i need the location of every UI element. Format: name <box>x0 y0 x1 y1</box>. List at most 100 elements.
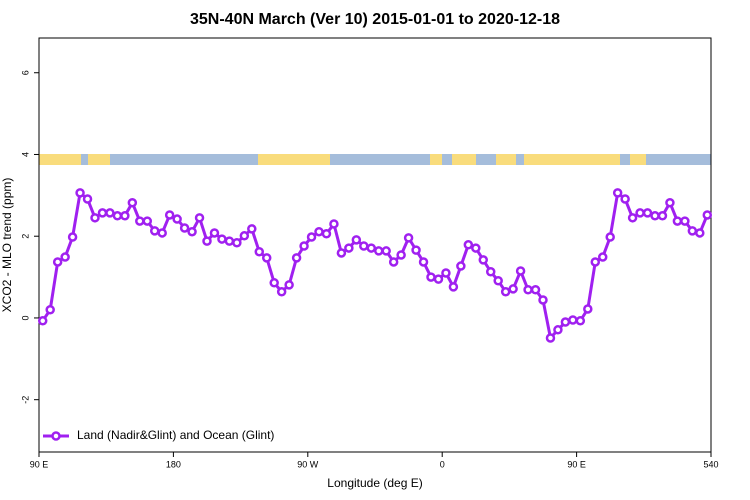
data-point <box>530 285 541 295</box>
data-point <box>545 333 556 343</box>
y-tick-label: 2 <box>20 234 30 239</box>
y-tick-label: -2 <box>20 396 30 404</box>
data-point <box>291 253 302 263</box>
data-point <box>149 226 160 236</box>
data-point <box>75 188 85 198</box>
data-point <box>82 194 93 204</box>
data-point <box>276 287 287 297</box>
data-point <box>381 246 391 256</box>
data-point <box>284 280 294 290</box>
data-point <box>583 304 593 314</box>
data-point <box>612 188 623 198</box>
data-point <box>187 226 197 237</box>
data-point <box>37 316 48 326</box>
data-point <box>627 213 638 223</box>
x-tick-label: 0 <box>440 459 445 469</box>
data-point <box>179 223 190 233</box>
data-point <box>232 238 242 248</box>
data-point <box>605 232 615 242</box>
legend-label: Land (Nadir&Glint) and Ocean (Glint) <box>77 428 274 442</box>
data-point <box>135 216 145 226</box>
data-point <box>202 236 212 246</box>
data-point <box>359 241 369 251</box>
chart-title: 35N-40N March (Ver 10) 2015-01-01 to 202… <box>190 11 560 28</box>
data-point <box>620 194 630 204</box>
data-point <box>344 243 354 253</box>
land-ocean-strip <box>39 154 711 165</box>
data-point <box>471 243 481 253</box>
data-point <box>500 287 511 297</box>
data-point <box>441 268 451 278</box>
data-point <box>493 276 503 286</box>
data-point <box>164 210 175 220</box>
data-point <box>575 316 586 326</box>
x-tick-label: 180 <box>166 459 181 469</box>
data-point <box>433 274 444 284</box>
y-axis-label: XCO2 - MLO trend (ppm) <box>0 178 14 313</box>
data-point <box>105 208 115 218</box>
data-point <box>194 213 205 223</box>
data-point <box>388 257 399 267</box>
data-point <box>538 295 548 305</box>
data-point <box>142 216 153 226</box>
data-point <box>261 253 272 263</box>
data-point <box>247 224 257 234</box>
data-point <box>269 278 279 288</box>
data-point <box>642 208 653 218</box>
data-point <box>112 211 123 221</box>
data-point <box>336 248 347 258</box>
series-line <box>41 190 709 342</box>
data-point <box>523 285 533 295</box>
y-tick-label: 4 <box>20 152 30 157</box>
data-point <box>239 231 250 241</box>
data-point <box>254 246 265 257</box>
data-point <box>672 216 683 226</box>
x-axis-label: Longitude (deg E) <box>327 476 422 490</box>
data-point <box>157 228 167 238</box>
data-point <box>508 284 518 294</box>
data-point <box>485 267 496 277</box>
data-point <box>299 241 309 251</box>
data-point <box>127 197 138 208</box>
data-point <box>665 197 675 208</box>
data-point <box>60 252 70 262</box>
data-point <box>650 211 660 221</box>
data-point <box>209 228 220 238</box>
x-tick-label: 90 E <box>567 459 586 469</box>
data-point <box>478 255 489 265</box>
data-point <box>597 252 608 262</box>
data-point <box>373 246 384 256</box>
data-point <box>403 233 414 243</box>
data-point <box>657 211 668 221</box>
data-point <box>418 257 429 267</box>
data-point <box>560 317 571 327</box>
y-tick-label: 6 <box>20 70 30 75</box>
data-point <box>97 208 108 218</box>
data-point <box>635 208 645 218</box>
plot-frame <box>38 37 712 453</box>
data-point <box>456 261 466 271</box>
data-point <box>329 219 339 229</box>
data-point <box>45 305 55 315</box>
data-point <box>314 226 324 237</box>
data-point <box>217 234 227 244</box>
data-point <box>172 214 182 224</box>
data-point <box>687 226 698 236</box>
data-point <box>321 229 332 239</box>
data-point <box>67 232 78 242</box>
data-point <box>448 282 459 292</box>
data-point <box>52 257 63 267</box>
data-point <box>224 236 235 246</box>
data-point <box>463 240 474 250</box>
data-point <box>553 325 563 335</box>
data-point <box>680 216 690 226</box>
data-point <box>695 228 705 238</box>
data-point <box>411 245 421 255</box>
legend-marker <box>51 431 61 441</box>
data-point <box>515 266 526 276</box>
x-tick-label: 90 W <box>297 459 319 469</box>
data-point <box>702 210 713 220</box>
data-point <box>90 213 100 223</box>
data-point <box>120 211 130 221</box>
